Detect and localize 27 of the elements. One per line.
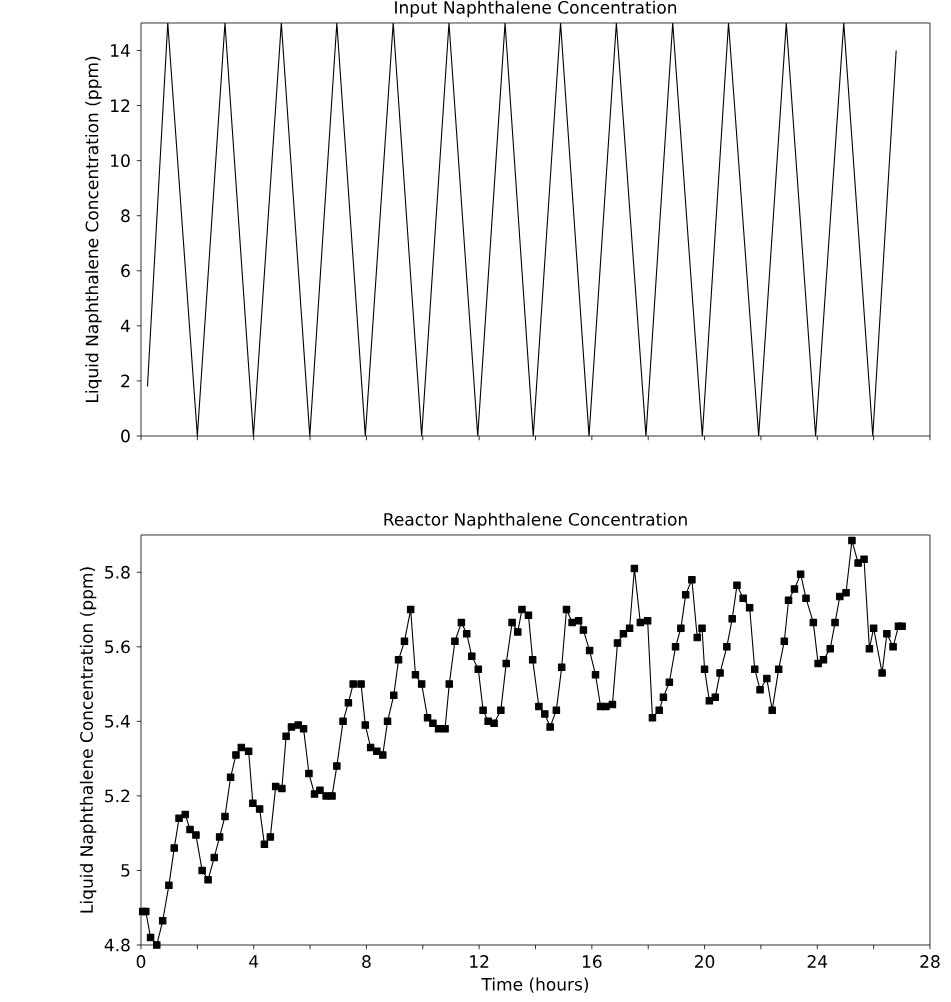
x-tick-label: 8 xyxy=(362,955,371,968)
x-tick-label: 4 xyxy=(249,955,259,968)
y-tick-label: 5.8 xyxy=(105,565,130,579)
y-tick-label: 2 xyxy=(121,374,130,388)
y-tick-label: 5.2 xyxy=(105,789,130,803)
y-axis-title: Liquid Naphthalene Concentration (ppm) xyxy=(79,567,97,913)
y-tick-label: 5.4 xyxy=(105,715,130,728)
x-tick-label: 24 xyxy=(807,955,828,968)
x-tick-label: 12 xyxy=(470,955,489,968)
x-tick-label: 0 xyxy=(136,955,146,968)
y-tick-label: 8 xyxy=(121,209,130,223)
x-axis-title: Time (hours) xyxy=(481,977,589,993)
y-tick-label: 5 xyxy=(121,864,130,877)
x-tick-label: 16 xyxy=(582,955,602,968)
y-tick-label: 0 xyxy=(121,429,130,443)
y-tick-label: 12 xyxy=(111,99,130,112)
y-axis-title: Liquid Naphthalene Concentration (ppm) xyxy=(85,56,102,402)
y-tick-label: 14 xyxy=(111,44,130,57)
y-tick-label: 6 xyxy=(121,264,130,278)
y-tick-label: 4 xyxy=(120,319,130,333)
chart-title: Input Naphthalene Concentration xyxy=(395,0,677,18)
chart-title: Reactor Naphthalene Concentration xyxy=(384,512,687,530)
y-tick-label: 4.8 xyxy=(104,938,130,952)
x-tick-label: 28 xyxy=(920,955,940,968)
y-tick-label: 5.6 xyxy=(105,640,130,654)
x-tick-label: 20 xyxy=(694,955,715,968)
y-tick-label: 10 xyxy=(111,154,130,168)
